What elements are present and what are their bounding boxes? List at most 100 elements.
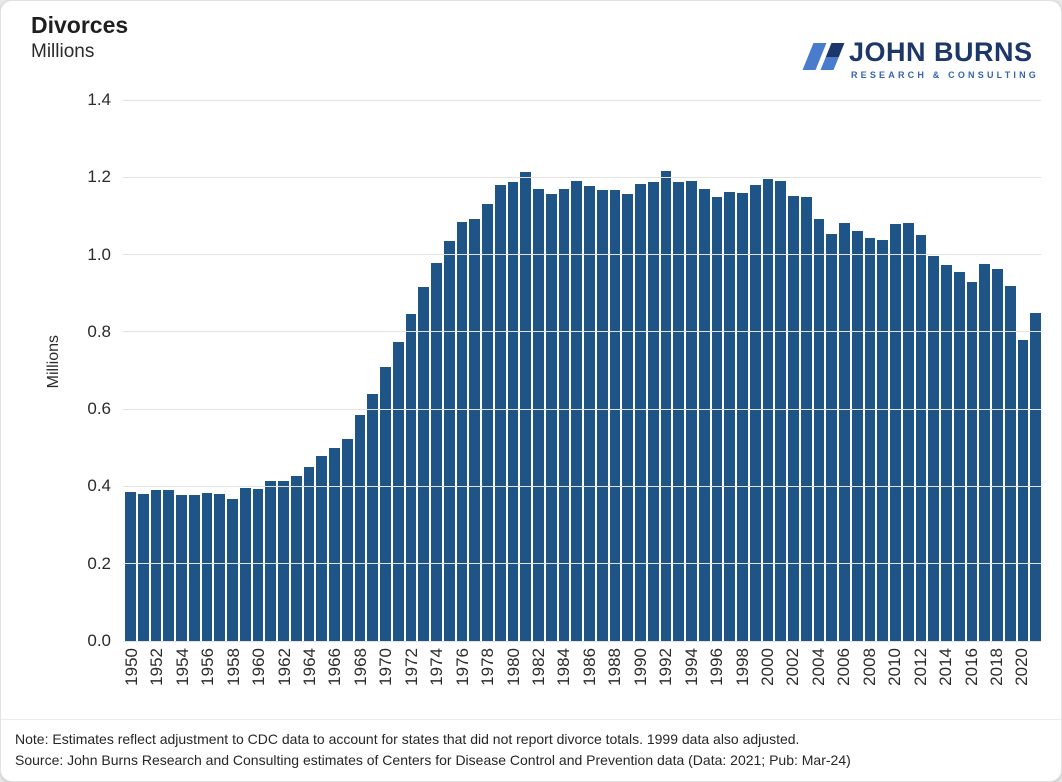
bar-2021 bbox=[1030, 312, 1041, 641]
x-tick-label: 1996 bbox=[707, 648, 727, 686]
x-tick-label: 1958 bbox=[223, 648, 243, 686]
x-tick-label: 1988 bbox=[605, 648, 625, 686]
bar-1969 bbox=[367, 394, 378, 641]
x-tick-label: 1962 bbox=[274, 648, 294, 686]
y-tick-label: 0.0 bbox=[87, 631, 111, 650]
y-tick-label: 0.2 bbox=[87, 553, 111, 573]
x-tick-label: 2010 bbox=[885, 648, 905, 686]
bar-1965 bbox=[316, 455, 327, 641]
bar-1987 bbox=[596, 190, 608, 641]
bar-1952 bbox=[150, 489, 162, 641]
bar-1977 bbox=[469, 219, 480, 641]
bar-1978 bbox=[482, 204, 493, 641]
bar-2000 bbox=[762, 178, 774, 641]
bar-1998 bbox=[737, 192, 748, 641]
x-tick-label: 1984 bbox=[554, 648, 574, 686]
logo-tagline: RESEARCH & CONSULTING bbox=[850, 70, 1039, 80]
bar-1954 bbox=[176, 494, 187, 641]
x-tick-label: 1972 bbox=[401, 648, 421, 686]
x-tick-label: 1956 bbox=[198, 648, 218, 686]
gridline bbox=[123, 640, 1041, 642]
gridline bbox=[123, 485, 1041, 487]
bar-1950 bbox=[125, 492, 136, 641]
bar-2014 bbox=[941, 265, 952, 641]
bar-2007 bbox=[851, 230, 863, 641]
bar-1968 bbox=[354, 415, 366, 641]
x-tick-label: 1960 bbox=[249, 648, 269, 686]
gridline bbox=[123, 408, 1041, 410]
bar-1966 bbox=[329, 448, 340, 641]
x-tick-label: 1964 bbox=[299, 648, 319, 686]
bar-1985 bbox=[571, 181, 582, 641]
x-tick-label: 1954 bbox=[172, 648, 192, 686]
chart-footer: Note: Estimates reflect adjustment to CD… bbox=[1, 719, 1061, 781]
bar-1995 bbox=[698, 189, 710, 641]
bar-1958 bbox=[227, 498, 238, 641]
y-tick-label: 0.6 bbox=[87, 399, 111, 419]
y-tick-label: 1.2 bbox=[87, 167, 111, 187]
bars-container bbox=[125, 100, 1041, 641]
bar-1967 bbox=[341, 438, 353, 641]
bar-1992 bbox=[660, 171, 672, 641]
john-burns-logo: JOHN BURNS RESEARCH & CONSULTING bbox=[802, 37, 1039, 80]
x-tick-label: 2012 bbox=[910, 648, 930, 686]
gridline bbox=[123, 563, 1041, 565]
x-tick-label: 2016 bbox=[961, 648, 981, 686]
bar-1989 bbox=[622, 193, 633, 641]
x-tick-label: 1966 bbox=[325, 648, 345, 686]
bar-2012 bbox=[915, 234, 927, 641]
x-tick-label: 2002 bbox=[783, 648, 803, 686]
bar-1959 bbox=[239, 488, 251, 641]
bar-2019 bbox=[1004, 286, 1016, 641]
bar-1972 bbox=[405, 314, 417, 641]
bar-2002 bbox=[788, 196, 799, 641]
x-tick-label: 1952 bbox=[147, 648, 167, 686]
bar-2005 bbox=[826, 234, 837, 641]
bar-1975 bbox=[443, 240, 455, 641]
x-tick-label: 1970 bbox=[376, 648, 396, 686]
bar-1997 bbox=[724, 191, 735, 641]
y-tick-label: 1.0 bbox=[87, 244, 111, 264]
x-tick-label: 1974 bbox=[427, 648, 447, 686]
bar-1962 bbox=[278, 481, 289, 641]
bar-1970 bbox=[380, 367, 391, 641]
bar-1973 bbox=[418, 287, 429, 641]
x-tick-label: 2004 bbox=[808, 648, 828, 686]
bar-1961 bbox=[265, 481, 276, 641]
bar-1981 bbox=[520, 172, 531, 641]
bar-1971 bbox=[392, 342, 404, 641]
bar-2003 bbox=[800, 197, 812, 641]
bar-2013 bbox=[928, 256, 939, 641]
x-tick-label: 1992 bbox=[656, 648, 676, 686]
bar-2020 bbox=[1017, 339, 1029, 641]
bar-2001 bbox=[775, 180, 786, 641]
bar-chart-plot-area: Millions 0.0 0.2 0.4 0.6 0.8 1.0 1.2 1.4 1950 195… bbox=[1, 1, 1061, 719]
bar-1957 bbox=[214, 493, 225, 641]
logo-name: JOHN BURNS bbox=[848, 37, 1033, 67]
x-tick-label: 2006 bbox=[834, 648, 854, 686]
x-tick-label: 1990 bbox=[630, 648, 650, 686]
bar-1953 bbox=[163, 490, 174, 641]
x-tick-label: 2008 bbox=[859, 648, 879, 686]
bar-2009 bbox=[877, 239, 888, 641]
x-tick-label: 1980 bbox=[503, 648, 523, 686]
x-tick-label: 1982 bbox=[528, 648, 548, 686]
source-text: Source: John Burns Research and Consulti… bbox=[15, 752, 851, 768]
note-text: Note: Estimates reflect adjustment to CD… bbox=[15, 731, 800, 747]
bar-1974 bbox=[431, 263, 442, 641]
x-tick-label: 1950 bbox=[121, 648, 141, 686]
x-tick-label: 1976 bbox=[452, 648, 472, 686]
y-tick-label: 0.4 bbox=[87, 476, 111, 496]
bar-2016 bbox=[966, 282, 978, 641]
bar-1983 bbox=[545, 193, 557, 641]
x-tick-label: 1986 bbox=[579, 648, 599, 686]
gridline bbox=[123, 331, 1041, 333]
bar-1960 bbox=[252, 489, 264, 641]
x-tick-label: 2000 bbox=[757, 648, 777, 686]
bar-2008 bbox=[864, 237, 876, 641]
bar-2006 bbox=[839, 223, 850, 641]
bar-1955 bbox=[188, 495, 200, 641]
bar-1993 bbox=[673, 182, 684, 641]
